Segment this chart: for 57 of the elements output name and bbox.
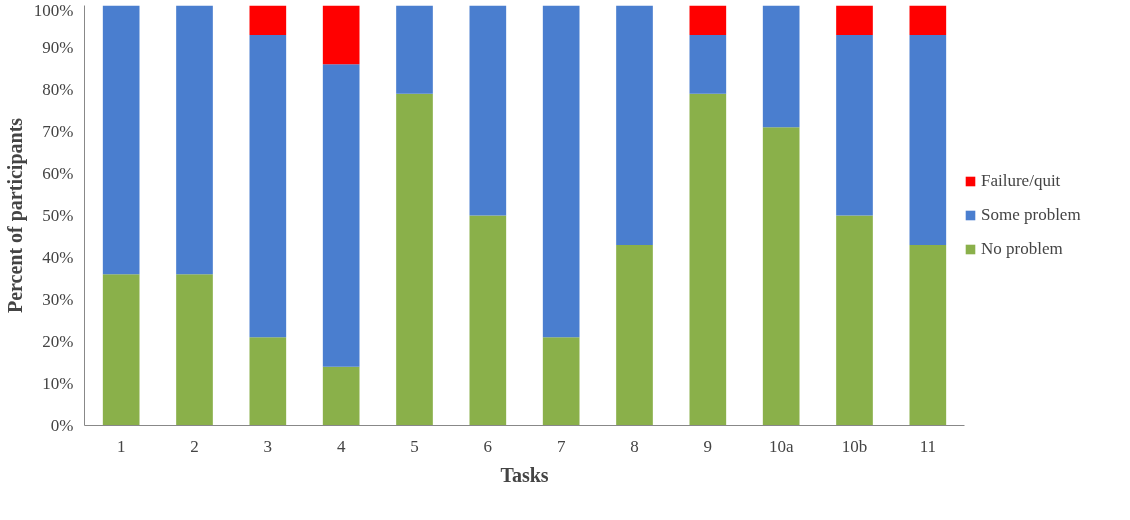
bar [102,5,140,275]
bar [322,5,360,65]
bar [616,5,653,245]
legend-label: Failure/quit [981,171,1061,191]
x-tick-label: 2 [190,436,199,456]
bar [176,274,213,426]
bar [909,5,947,35]
x-tick-label: 3 [263,436,273,456]
y-axis-title: Percent of participants [3,117,27,314]
bar [176,5,213,275]
bar [836,215,873,426]
bar [836,34,873,216]
bar [689,93,727,426]
bar [616,244,653,426]
bar [909,34,947,245]
y-tick-label: 70% [42,122,74,141]
x-tick-label: 9 [703,436,713,456]
bar [542,5,580,338]
y-tick-label: 100% [33,0,74,20]
bar [469,5,507,216]
bar [469,215,507,426]
x-tick-label: 5 [410,436,419,456]
x-tick-label: 4 [336,436,346,456]
bar [762,127,800,426]
x-tick-label: 8 [630,436,639,456]
x-tick-label: 1 [116,436,126,456]
x-tick-label: 10a [768,436,794,456]
legend-label: Some problem [981,205,1081,225]
bar [396,93,433,426]
bar [909,244,947,426]
legend-label: No problem [981,239,1063,259]
x-tick-label: 6 [483,436,493,456]
x-tick-label: 11 [919,436,937,456]
bar [836,5,873,35]
y-tick-label: 0% [50,416,74,435]
y-tick-label: 80% [42,80,74,99]
bar [322,366,360,426]
y-tick-label: 30% [42,290,74,309]
bar [689,5,727,35]
x-tick-label: 10b [841,436,868,456]
bar [249,337,287,426]
x-tick-label: 7 [556,436,566,456]
y-tick-label: 10% [42,374,74,393]
y-tick-label: 60% [42,164,74,183]
bar [249,34,287,338]
x-axis-title: Tasks [500,463,549,486]
y-tick-label: 50% [42,206,74,225]
bar [396,5,433,94]
bar [249,5,287,35]
bar [102,274,140,426]
y-tick-label: 20% [42,332,74,351]
bar [322,64,360,367]
y-tick-label: 90% [42,38,74,57]
bar [762,5,800,128]
bar [542,337,580,426]
bar [689,34,727,94]
y-tick-label: 40% [42,248,74,267]
